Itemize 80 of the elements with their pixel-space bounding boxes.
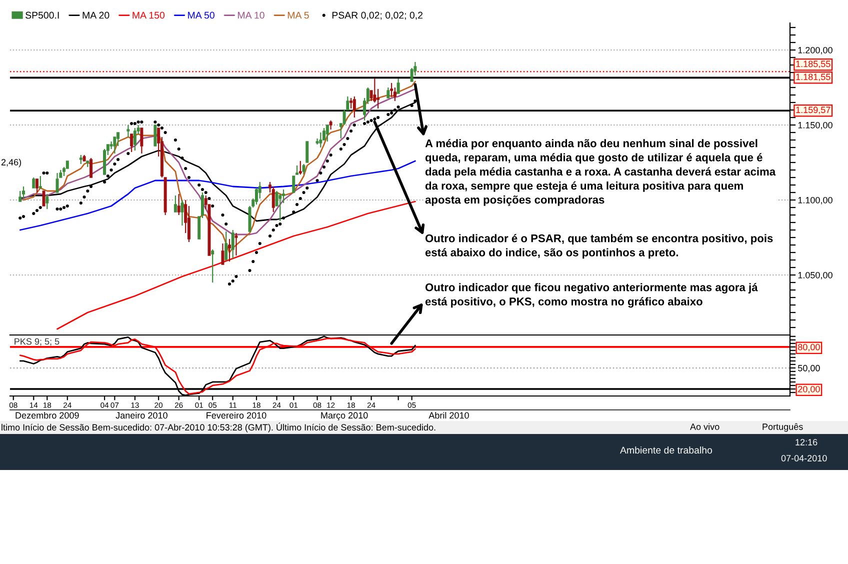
candlestick — [224, 230, 228, 261]
x2-tick-label: Fevereiro 2010 — [206, 412, 266, 419]
candlestick — [38, 175, 42, 189]
candlestick — [180, 199, 184, 226]
legend-label: SP500.I — [26, 12, 59, 19]
candlestick — [329, 120, 332, 130]
y-tick-label: 1.050,00 — [798, 272, 832, 280]
x2-tick-label: Dezembro 2009 — [16, 412, 79, 419]
x2-tick-label: Março 2010 — [321, 412, 368, 420]
candlestick — [140, 127, 144, 154]
candlestick — [319, 132, 322, 148]
candlestick — [177, 193, 180, 216]
candlestick — [234, 232, 238, 256]
candlestick — [90, 157, 93, 178]
candlestick — [326, 124, 329, 142]
text: Ao vivo — [690, 423, 720, 430]
candlestick — [278, 193, 282, 222]
annotation: Outro indicador que ficou negativo anteriormente mas agora já está positivo, o PKS, como mostra no gráfico abaixo — [425, 283, 758, 308]
line-series — [56, 200, 416, 330]
text: Ambiente de trabalho — [620, 446, 712, 454]
legend-label: PSAR 0,02; 0,02; 0,2 — [332, 12, 422, 20]
candlestick — [298, 160, 302, 176]
candlestick — [396, 78, 400, 94]
candlestick — [42, 190, 46, 206]
ref-line-label: 1.181,55 — [796, 74, 830, 82]
legend-label: MA 20 — [82, 12, 110, 19]
text: Português — [762, 423, 803, 432]
candlestick — [110, 140, 113, 150]
y-tick-label: 50,00 — [798, 364, 820, 372]
candlestick — [352, 96, 356, 118]
candlestick — [130, 133, 134, 153]
candlestick — [376, 88, 380, 110]
text: ltimo Início de Sessão Bem-sucedido: 07-Abr-2010 10:53:28 (GMT). Último Início de Sessão: Bem-sucedido. — [2, 422, 436, 432]
candlestick — [133, 127, 136, 152]
candlestick — [296, 164, 299, 176]
legend-label: MA 10 — [238, 12, 264, 19]
annotation: A média por enquanto ainda não deu nenhum sinal de possivel queda, reparam, uma média que gosto de utilizar é aquela que é dada pela média castanha e a roxa. A castanha deverá estar acima da roxa, sempre que esteja é uma leitura positiva para quem aposta em posições compradoras — [425, 139, 776, 206]
candlestick — [116, 132, 120, 147]
ref-line-label: 1.159,57 — [796, 106, 830, 114]
ref-line-label: 1.185,55 — [796, 60, 830, 68]
candlestick — [302, 163, 306, 176]
line-series — [19, 160, 416, 231]
candlestick — [22, 186, 26, 200]
candlestick — [221, 242, 224, 266]
candlestick — [306, 141, 309, 163]
candlestick — [46, 193, 49, 210]
candlestick — [211, 248, 214, 284]
annotation: 2,46) — [1, 158, 22, 168]
candlestick — [113, 136, 116, 154]
candlestick — [292, 176, 296, 193]
text: 07-04-2010 — [781, 455, 827, 462]
candlestick — [393, 86, 396, 102]
text: 12:16 — [796, 439, 818, 446]
annotation: Outro indicador é o PSAR, que também se encontra positivo, pois está abaixo do indice, são os pontinhos a preto. — [425, 234, 773, 259]
legend-label: MA 5 — [288, 12, 309, 19]
candlestick — [174, 194, 177, 213]
candlestick — [390, 82, 394, 98]
legend-label: MA 150 — [132, 12, 165, 19]
candlestick — [126, 124, 130, 138]
candlestick — [154, 124, 157, 146]
candlestick — [272, 186, 275, 213]
candlestick — [228, 238, 231, 262]
y-tick-label: 1.200,00 — [798, 46, 832, 54]
legend-label: MA 50 — [188, 12, 214, 19]
y-tick-label: 80,00 — [798, 344, 820, 352]
y-tick-label: 1.150,00 — [798, 122, 832, 130]
y-tick-label: 20,00 — [798, 386, 820, 394]
candlestick — [103, 148, 106, 176]
candlestick — [386, 86, 390, 99]
candlestick — [36, 178, 39, 194]
x2-tick-label: Janeiro 2010 — [116, 412, 168, 419]
candlestick — [32, 176, 36, 189]
chart-title: PKS 9; 5; 5 — [14, 338, 60, 346]
candlestick — [350, 97, 353, 110]
candlestick — [231, 229, 234, 260]
y-tick-label: 1.100,00 — [798, 196, 832, 204]
candlestick — [18, 190, 22, 202]
candlestick — [56, 172, 59, 194]
x2-tick-label: Abril 2010 — [428, 412, 469, 419]
candlestick — [79, 154, 82, 165]
